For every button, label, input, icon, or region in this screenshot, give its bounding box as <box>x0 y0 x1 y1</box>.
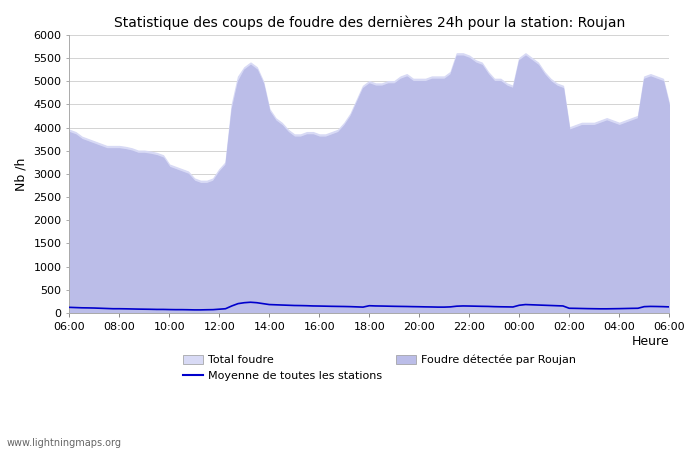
Y-axis label: Nb /h: Nb /h <box>15 157 28 190</box>
Text: www.lightningmaps.org: www.lightningmaps.org <box>7 438 122 448</box>
Title: Statistique des coups de foudre des dernières 24h pour la station: Roujan: Statistique des coups de foudre des dern… <box>113 15 625 30</box>
Legend: Total foudre, Moyenne de toutes les stations, Foudre détectée par Roujan: Total foudre, Moyenne de toutes les stat… <box>183 355 576 381</box>
X-axis label: Heure: Heure <box>631 335 669 348</box>
